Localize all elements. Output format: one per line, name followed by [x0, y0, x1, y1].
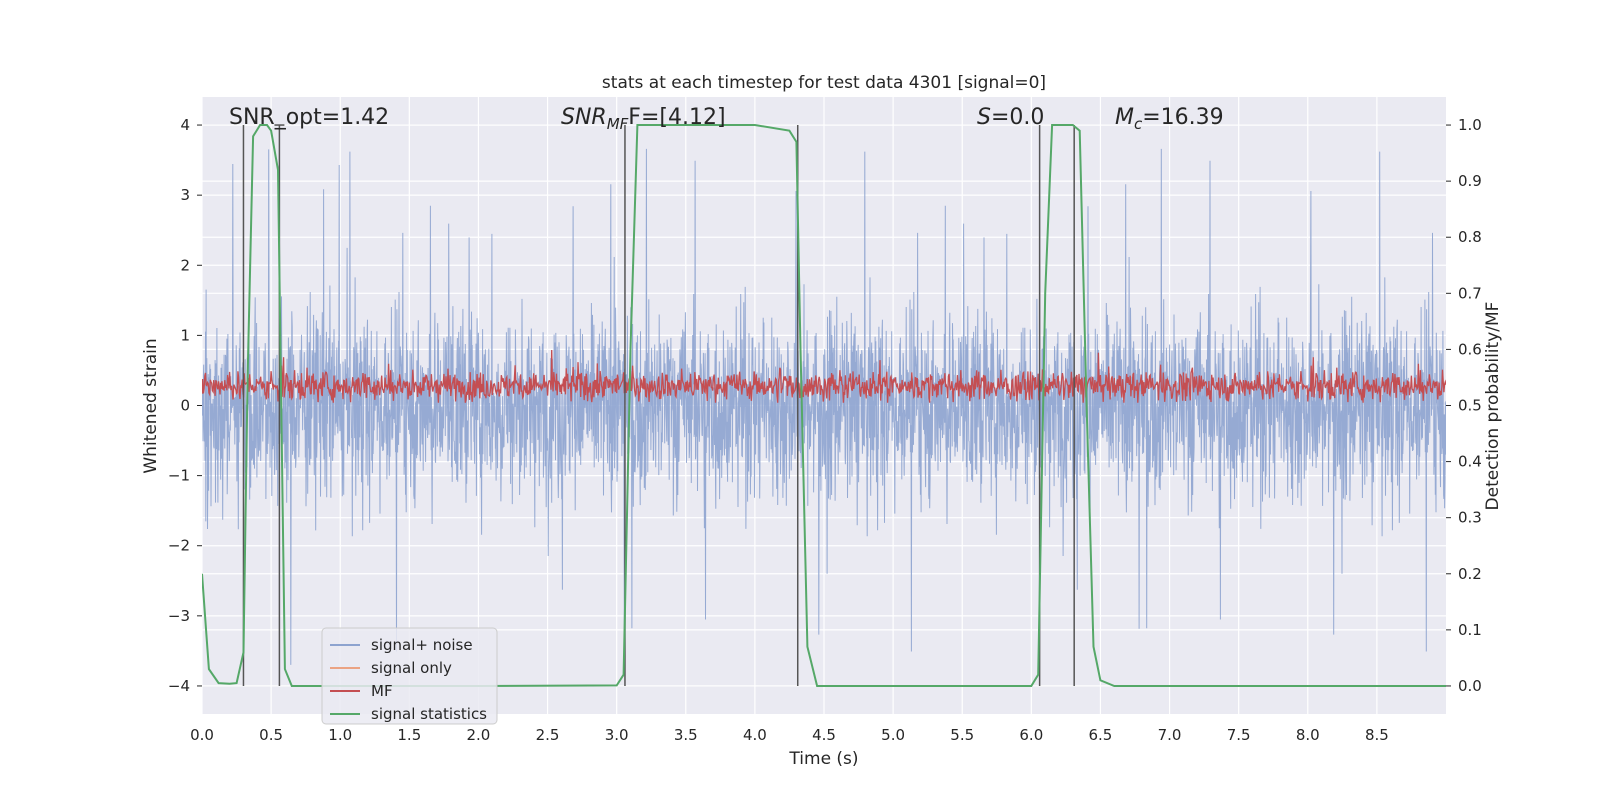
y-ticks-left: 4 3 2 1 0 −1 −2 −3 −4: [168, 116, 202, 695]
series-mf: [202, 349, 1446, 403]
x-tick-label: 5.0: [881, 726, 905, 744]
annotation-s-value: =0.0: [991, 105, 1044, 130]
signal-statistics-line: [202, 124, 1446, 687]
annotation-snr-mf-value: F=[4.12]: [628, 105, 725, 130]
y-tick-label-left: 0: [180, 397, 190, 415]
y-tick-label-left: 1: [180, 326, 190, 344]
y-tick-label-right: 0.7: [1458, 284, 1482, 302]
y-tick-label-right: 0.9: [1458, 172, 1482, 190]
legend-label: MF: [371, 682, 393, 700]
y-tick-label-right: 0.4: [1458, 453, 1482, 471]
x-tick-label: 3.5: [674, 726, 698, 744]
x-tick-label: 6.5: [1089, 726, 1113, 744]
mf-line: [202, 349, 1446, 403]
y-tick-label-right: 0.6: [1458, 340, 1482, 358]
x-tick-label: 6.0: [1019, 726, 1043, 744]
x-ticks: 0.0 0.5 1.0 1.5 2.0 2.5 3.0 3.5 4.0 4.5 5.0 5.5 6.0 6…: [190, 726, 1389, 744]
legend: signal+ noise signal only MF signal statist…: [321, 627, 498, 725]
y-tick-label-left: −1: [168, 467, 190, 485]
annotation-s-symbol: S: [977, 105, 991, 130]
annotation-mc-symbol: M: [1115, 105, 1134, 130]
y-tick-label-left: 4: [180, 116, 190, 134]
legend-label: signal+ noise: [371, 636, 473, 654]
x-tick-label: 3.0: [605, 726, 629, 744]
x-tick-label: 4.0: [743, 726, 767, 744]
series-signal-statistics: [202, 124, 1446, 687]
annotation-mc-subscript: c: [1134, 115, 1143, 133]
y-tick-label-right: 0.5: [1458, 397, 1482, 415]
x-axis-label: Time (s): [788, 749, 858, 769]
x-tick-label: 2.0: [467, 726, 491, 744]
y-axis-label-right: Detection probability/MF: [1483, 302, 1503, 511]
y-tick-label-right: 0.3: [1458, 509, 1482, 527]
x-tick-label: 1.5: [397, 726, 421, 744]
y-tick-label-right: 0.8: [1458, 228, 1482, 246]
y-tick-label-left: 2: [180, 256, 190, 274]
x-tick-label: 8.0: [1296, 726, 1320, 744]
y-tick-label-right: 0.1: [1458, 621, 1482, 639]
x-tick-label: 7.5: [1227, 726, 1251, 744]
x-tick-label: 1.0: [328, 726, 352, 744]
annotation-snr-mf: SNRMFF=[4.12]: [561, 105, 726, 133]
y-tick-label-right: 0.0: [1458, 677, 1482, 695]
y-tick-label-right: 1.0: [1458, 116, 1482, 134]
legend-label: signal statistics: [371, 705, 487, 723]
y-ticks-right: 1.0 0.9 0.8 0.7 0.6 0.5 0.4 0.3 0.2 0.1 0.0: [1446, 116, 1482, 695]
x-tick-label: 5.5: [950, 726, 974, 744]
x-tick-label: 7.0: [1158, 726, 1182, 744]
y-tick-label-left: −2: [168, 537, 190, 555]
x-tick-label: 0.0: [190, 726, 214, 744]
y-tick-label-left: −4: [168, 677, 190, 695]
x-tick-label: 8.5: [1365, 726, 1389, 744]
annotation-s: S=0.0: [977, 105, 1044, 130]
x-tick-label: 2.5: [536, 726, 560, 744]
annotation-mc: Mc=16.39: [1115, 105, 1224, 133]
x-tick-label: 0.5: [259, 726, 283, 744]
x-tick-label: 4.5: [812, 726, 836, 744]
annotation-mc-value: =16.39: [1142, 105, 1223, 130]
annotation-snr-opt: SNR_opt=1.42: [229, 105, 389, 130]
chart-title: stats at each timestep for test data 430…: [602, 73, 1046, 93]
y-tick-label-right: 0.2: [1458, 565, 1482, 583]
legend-box: [321, 627, 498, 725]
annotation-snr-mf-symbol: SNR: [561, 105, 607, 130]
legend-label: signal only: [371, 659, 452, 677]
y-axis-label-left: Whitened strain: [141, 338, 161, 473]
y-tick-label-left: −3: [168, 607, 190, 625]
annotation-snr-mf-subscript: MF: [607, 115, 629, 133]
y-tick-label-left: 3: [180, 186, 190, 204]
